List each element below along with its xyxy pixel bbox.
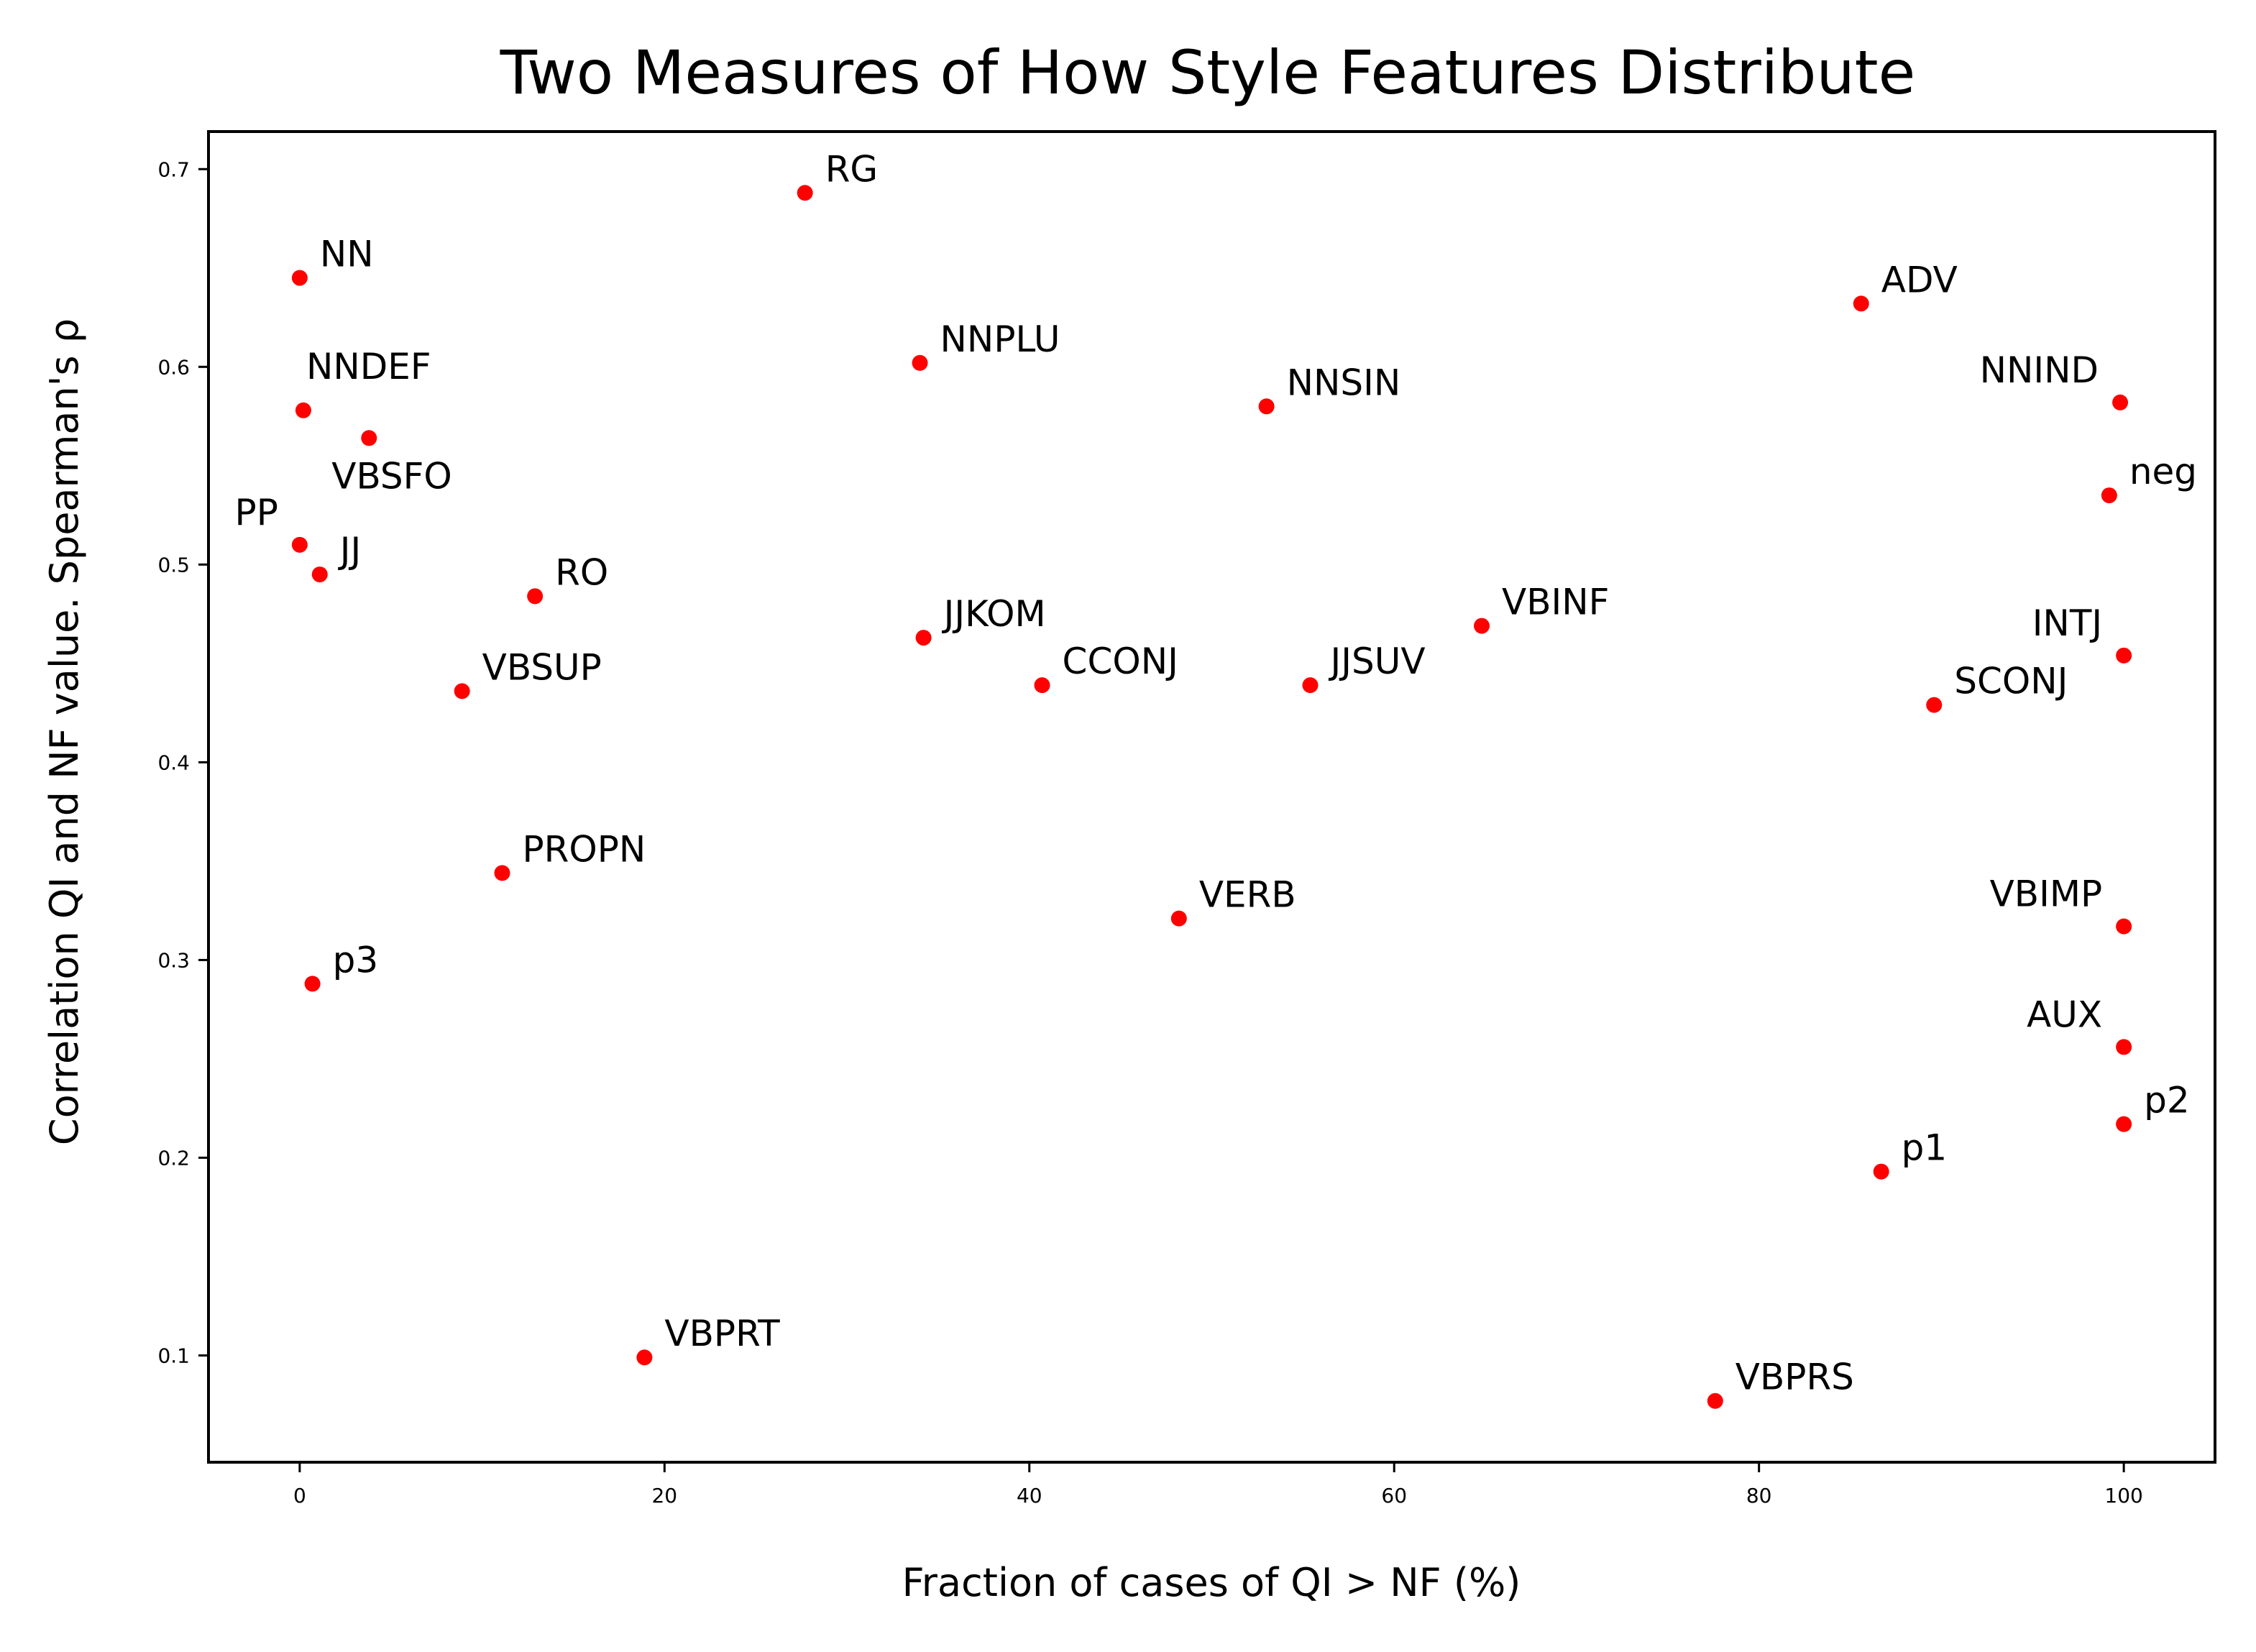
point-label-propn: PROPN xyxy=(523,828,646,870)
point-label-p2: p2 xyxy=(2144,1080,2190,1121)
y-axis-label: Correlation QI and NF value. Spearman's … xyxy=(42,318,87,1145)
x-tick-label: 0 xyxy=(293,1484,306,1508)
data-point-pp xyxy=(291,536,308,553)
point-label-adv: ADV xyxy=(1881,259,1958,300)
data-point-ro xyxy=(527,588,544,605)
point-label-nnsin: NNSIN xyxy=(1287,362,1401,403)
point-label-vbsfo: VBSFO xyxy=(331,455,451,497)
data-point-labels: RG NN ADV NNPLU NNSIN NNIND NNDEF VBSFO neg PP JJ R… xyxy=(235,148,2197,1398)
point-label-pp: PP xyxy=(235,492,278,533)
data-point-vbprs xyxy=(1707,1392,1723,1409)
data-point-propn xyxy=(494,865,510,881)
data-point-vbinf xyxy=(1474,618,1490,634)
x-tick-label: 100 xyxy=(2104,1484,2142,1508)
point-label-vbinf: VBINF xyxy=(1502,582,1609,623)
data-point-verb xyxy=(1170,910,1187,927)
chart-title: Two Measures of How Style Features Distr… xyxy=(500,37,1916,108)
point-label-ro: RO xyxy=(555,551,608,593)
point-label-jj: JJ xyxy=(338,530,362,572)
data-point-adv xyxy=(1853,295,1869,312)
data-point-jj xyxy=(311,566,328,583)
y-tick-label: 0.2 xyxy=(157,1146,190,1170)
point-label-p3: p3 xyxy=(333,939,379,981)
y-tick-label: 0.4 xyxy=(157,751,190,774)
data-point-nnind xyxy=(2112,394,2129,410)
data-point-jjsuv xyxy=(1302,677,1319,694)
point-label-aux: AUX xyxy=(2027,994,2102,1035)
x-axis-ticks: 0 20 40 60 80 100 xyxy=(293,1462,2143,1508)
y-tick-label: 0.5 xyxy=(157,553,190,577)
point-label-vbprt: VBPRT xyxy=(664,1313,780,1354)
point-label-nndef: NNDEF xyxy=(306,346,431,387)
data-point-neg xyxy=(2101,487,2117,504)
y-tick-label: 0.6 xyxy=(157,355,190,379)
data-point-rg xyxy=(797,185,813,201)
y-tick-label: 0.7 xyxy=(157,157,190,181)
data-point-cconj xyxy=(1034,677,1050,694)
point-label-neg: neg xyxy=(2129,451,2197,492)
data-point-vbsfo xyxy=(361,430,377,446)
point-label-verb: VERB xyxy=(1199,874,1296,916)
data-point-sconj xyxy=(1926,697,1943,713)
point-label-nnind: NNIND xyxy=(1980,349,2099,391)
data-point-p1 xyxy=(1873,1163,1889,1180)
data-point-nndef xyxy=(295,402,311,418)
x-tick-label: 60 xyxy=(1381,1484,1407,1508)
point-label-nnplu: NNPLU xyxy=(940,318,1060,360)
data-point-aux xyxy=(2116,1039,2132,1055)
x-tick-label: 40 xyxy=(1017,1484,1042,1508)
point-label-jjsuv: JJSUV xyxy=(1329,641,1426,682)
point-label-intj: INTJ xyxy=(2032,602,2102,644)
data-point-nnsin xyxy=(1258,398,1275,415)
x-tick-label: 20 xyxy=(651,1484,677,1508)
point-label-nn: NN xyxy=(320,234,374,275)
x-tick-label: 80 xyxy=(1746,1484,1772,1508)
data-point-vbsup xyxy=(454,683,470,699)
data-point-vbimp xyxy=(2116,918,2132,935)
y-axis-label-group: Correlation QI and NF value. Spearman's … xyxy=(42,318,87,1145)
point-label-vbsup: VBSUP xyxy=(482,646,602,688)
data-point-intj xyxy=(2116,647,2132,664)
point-label-jjkom: JJKOM xyxy=(942,593,1046,635)
y-axis-ticks: 0.1 0.2 0.3 0.4 0.5 0.6 0.7 xyxy=(157,157,208,1367)
data-point-p2 xyxy=(2116,1116,2132,1132)
data-points xyxy=(291,185,2132,1409)
point-label-vbimp: VBIMP xyxy=(1990,873,2103,915)
y-tick-label: 0.3 xyxy=(157,948,190,972)
point-label-p1: p1 xyxy=(1902,1127,1948,1169)
point-label-cconj: CCONJ xyxy=(1063,641,1178,682)
point-label-rg: RG xyxy=(825,148,879,190)
point-label-vbprs: VBPRS xyxy=(1735,1357,1854,1398)
x-axis-label: Fraction of cases of QI > NF (%) xyxy=(902,1560,1521,1605)
point-label-sconj: SCONJ xyxy=(1954,661,2068,702)
data-point-nnplu xyxy=(912,354,928,371)
data-point-nn xyxy=(291,270,308,286)
data-point-vbprt xyxy=(636,1349,653,1366)
data-point-jjkom xyxy=(915,630,932,646)
plot-frame xyxy=(207,130,2216,1464)
y-tick-label: 0.1 xyxy=(157,1344,190,1367)
data-point-p3 xyxy=(304,976,321,992)
